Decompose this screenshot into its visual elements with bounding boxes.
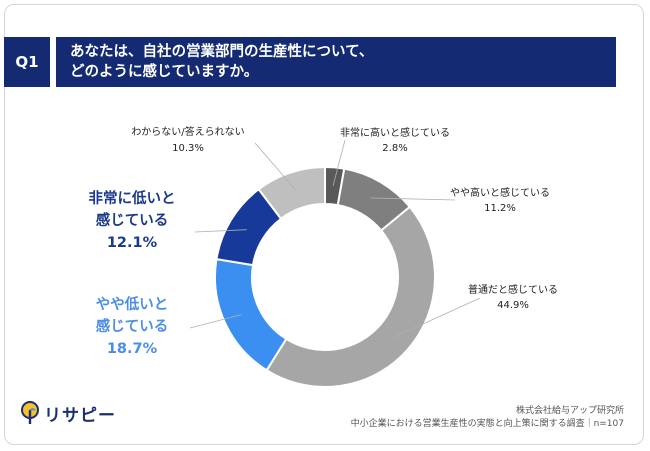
- label-normal: 普通だと感じている: [468, 283, 558, 296]
- leader-very-high: [332, 139, 346, 186]
- question-badge: Q1: [4, 37, 50, 87]
- leader-very-low: [194, 229, 247, 233]
- label-somewhat-low-line2: 感じている: [96, 317, 169, 335]
- footer-company: 株式会社給与アップ研究所: [515, 406, 624, 416]
- leader-somewhat-low: [189, 314, 242, 329]
- lightbulb-pin-icon: [21, 401, 39, 424]
- logo-text: リサピー: [44, 405, 116, 426]
- value-very-low: 12.1%: [107, 235, 158, 251]
- leader-somewhat-high: [371, 197, 456, 201]
- slice-normal: [265, 205, 436, 388]
- value-very-high: 2.8%: [382, 143, 407, 154]
- label-somewhat-high: やや高いと感じている: [450, 186, 550, 199]
- question-banner: あなたは、自社の営業部門の生産性について、 どのように感じていますか。: [56, 37, 616, 87]
- value-normal: 44.9%: [497, 300, 529, 311]
- value-somewhat-high: 11.2%: [484, 203, 516, 214]
- leader-normal: [393, 297, 481, 338]
- slice-somewhat-low: [214, 257, 288, 372]
- slice-unknown: [257, 165, 326, 221]
- label-very-low-line2: 感じている: [96, 211, 169, 229]
- risapy-logo: リサピー: [20, 400, 116, 426]
- label-very-high: 非常に高いと感じている: [340, 126, 450, 139]
- footer: 株式会社給与アップ研究所 中小企業における営業生産性の実態と向上策に関する調査｜…: [351, 405, 624, 431]
- value-somewhat-low: 18.7%: [107, 341, 158, 357]
- label-unknown: わからない/答えられない: [131, 125, 244, 138]
- question-line-2: どのように感じていますか。: [70, 64, 259, 80]
- question-line-1: あなたは、自社の営業部門の生産性について、: [70, 44, 374, 60]
- label-very-low-line1: 非常に低いと: [89, 189, 176, 207]
- value-unknown: 10.3%: [172, 143, 204, 154]
- footer-survey: 中小企業における営業生産性の実態と向上策に関する調査｜n=107: [350, 419, 624, 429]
- leader-unknown: [254, 142, 297, 191]
- label-somewhat-low-line1: やや低いと: [96, 295, 169, 313]
